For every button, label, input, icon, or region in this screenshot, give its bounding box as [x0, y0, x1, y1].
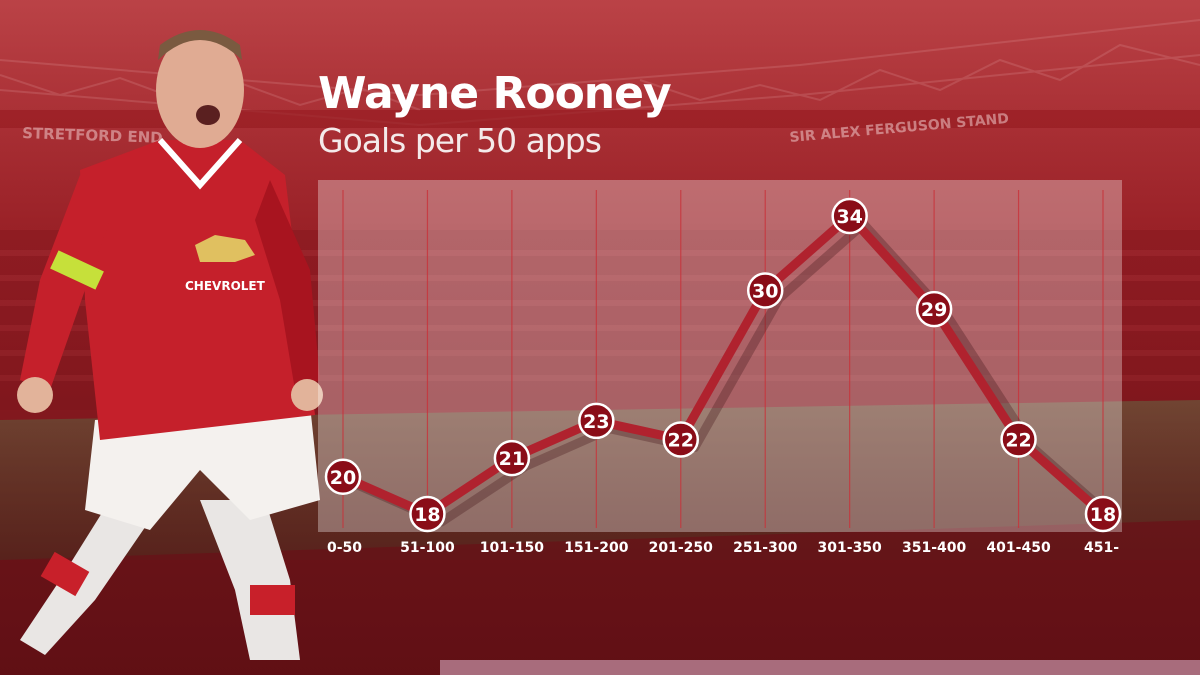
data-label-4: 22 [668, 430, 694, 452]
data-marker-6 [831, 197, 868, 235]
chart-panel [318, 180, 1122, 532]
player-figure: CHEVROLET [17, 30, 323, 660]
data-label-1: 18 [414, 504, 440, 526]
data-label-7: 29 [921, 299, 947, 321]
data-point-9: 18 [1084, 495, 1122, 533]
x-tick-label-0: 0-50 [327, 540, 362, 556]
data-marker-8 [1000, 421, 1037, 458]
data-point-2: 21 [493, 439, 531, 477]
bottom-strip [440, 660, 1200, 675]
svg-text:CHEVROLET: CHEVROLET [185, 279, 266, 293]
data-label-2: 21 [499, 448, 525, 470]
data-point-7: 29 [915, 290, 953, 328]
data-marker-5 [746, 272, 784, 309]
chart-subtitle: Goals per 50 apps [318, 121, 602, 160]
data-label-3: 23 [583, 411, 609, 433]
data-point-3: 23 [578, 402, 615, 440]
x-tick-label-7: 351-400 [902, 540, 967, 556]
data-point-8: 22 [1000, 421, 1037, 458]
data-point-0: 20 [324, 458, 362, 495]
data-point-5: 30 [746, 272, 784, 309]
x-tick-label-2: 101-150 [480, 540, 545, 556]
x-tick-label-4: 201-250 [649, 540, 714, 556]
x-tick-label-1: 51-100 [400, 540, 455, 556]
sign-left: STRETFORD END [22, 124, 163, 147]
data-label-9: 18 [1090, 504, 1116, 526]
data-label-6: 34 [836, 206, 862, 228]
data-label-0: 20 [330, 467, 356, 489]
x-tick-label-8: 401-450 [986, 540, 1051, 556]
chart-title: Wayne Rooney [318, 68, 672, 119]
series-line [341, 211, 1106, 519]
data-label-8: 22 [1005, 430, 1031, 452]
data-point-4: 22 [662, 421, 700, 458]
x-tick-label-6: 301-350 [818, 540, 883, 556]
data-marker-0 [324, 458, 362, 495]
data-marker-9 [1084, 495, 1122, 533]
data-marker-2 [493, 439, 531, 477]
data-marker-4 [662, 421, 700, 458]
data-marker-7 [915, 290, 953, 328]
x-tick-label-5: 251-300 [733, 540, 798, 556]
x-tick-label-9: 451- [1084, 540, 1119, 556]
series-shadow-line [355, 219, 1120, 527]
data-label-5: 30 [752, 281, 778, 303]
data-marker-3 [578, 402, 615, 440]
x-tick-label-3: 151-200 [564, 540, 629, 556]
data-marker-1 [409, 495, 446, 533]
data-point-1: 18 [409, 495, 446, 533]
data-point-6: 34 [831, 197, 868, 235]
